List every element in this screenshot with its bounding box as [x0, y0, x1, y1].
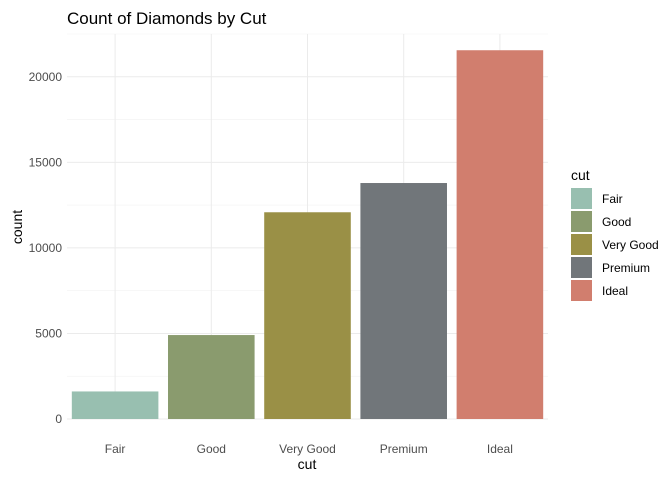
x-axis-title: cut — [298, 456, 317, 472]
y-tick-label: 0 — [55, 412, 62, 426]
legend-swatch — [571, 280, 592, 301]
y-tick-labels: 0 5000 10000 15000 20000 — [29, 70, 63, 426]
legend-label: Fair — [602, 192, 623, 206]
legend-label: Ideal — [602, 284, 628, 298]
x-tick-label: Ideal — [487, 442, 513, 456]
y-tick-label: 10000 — [29, 241, 63, 255]
y-tick-label: 15000 — [29, 155, 63, 169]
legend-swatch — [571, 211, 592, 232]
legend-swatch — [571, 234, 592, 255]
x-tick-label: Very Good — [279, 442, 336, 456]
y-axis-title: count — [9, 210, 25, 244]
x-tick-label: Premium — [380, 442, 428, 456]
x-tick-label: Good — [197, 442, 226, 456]
legend-swatch — [571, 257, 592, 278]
x-tick-labels: Fair Good Very Good Premium Ideal — [105, 442, 513, 456]
legend: cut Fair Good Very Good Premium Ideal — [571, 167, 659, 301]
legend-label: Premium — [602, 261, 650, 275]
bar-fair — [71, 391, 159, 419]
bars — [71, 50, 544, 420]
y-tick-label: 20000 — [29, 70, 63, 84]
legend-label: Good — [602, 215, 631, 229]
legend-title: cut — [571, 167, 590, 183]
y-tick-label: 5000 — [35, 326, 62, 340]
chart-title: Count of Diamonds by Cut — [67, 9, 267, 28]
x-tick-label: Fair — [105, 442, 126, 456]
legend-swatch — [571, 188, 592, 209]
bar-good — [168, 335, 255, 419]
bar-premium — [360, 183, 447, 419]
bar-very-good — [264, 212, 351, 419]
legend-items: Fair Good Very Good Premium Ideal — [571, 188, 659, 301]
legend-label: Very Good — [602, 238, 659, 252]
bar-ideal — [456, 50, 544, 420]
